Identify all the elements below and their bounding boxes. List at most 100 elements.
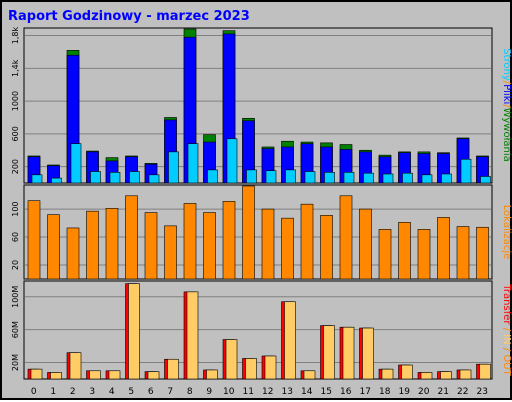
bar-transfer-in xyxy=(440,371,452,380)
bar-lokalizacje xyxy=(203,212,216,280)
x-tick-label: 23 xyxy=(477,387,488,397)
bar-transfer-in xyxy=(30,368,43,380)
bar-strony xyxy=(343,172,355,184)
right-label-part: Strony xyxy=(501,48,512,81)
bar-strony xyxy=(31,174,43,184)
bar-strony xyxy=(363,172,374,184)
bar-strony xyxy=(402,172,413,184)
bar-strony xyxy=(129,171,140,184)
y-tick-label: 100M xyxy=(11,286,20,308)
right-label-part: IN xyxy=(501,334,512,344)
bar-strony xyxy=(480,176,491,184)
bar-strony xyxy=(51,177,62,184)
right-label-top: Strony/Pliki/Wywołania xyxy=(501,48,512,162)
x-tick-label: 5 xyxy=(128,387,134,397)
x-tick-label: 9 xyxy=(206,387,212,397)
y-tick-label: 1000 xyxy=(11,91,20,111)
bar-lokalizacje xyxy=(222,201,236,280)
bar-transfer-in xyxy=(225,339,238,380)
x-tick-label: 16 xyxy=(340,387,352,397)
bar-transfer-in xyxy=(381,368,394,380)
bar-lokalizacje xyxy=(183,203,197,280)
bar-lokalizacje xyxy=(125,195,138,280)
bar-lokalizacje xyxy=(27,200,41,280)
bar-transfer-in xyxy=(479,363,491,380)
x-tick-label: 18 xyxy=(379,387,391,397)
x-tick-label: 13 xyxy=(282,387,293,397)
y-tick-label: 20 xyxy=(11,260,20,270)
bar-lokalizacje xyxy=(359,208,372,280)
bar-lokalizacje xyxy=(261,208,275,280)
right-label-part: / xyxy=(501,345,512,355)
y-tick-label: 60 xyxy=(11,232,20,242)
bar-strony xyxy=(304,171,316,184)
bar-transfer-in xyxy=(303,370,316,380)
bar-lokalizacje xyxy=(476,226,489,280)
x-tick-label: 3 xyxy=(89,387,95,397)
x-tick-label: 22 xyxy=(457,387,468,397)
bar-lokalizacje xyxy=(281,217,294,280)
x-tick-label: 6 xyxy=(148,387,154,397)
y-tick-label: 100 xyxy=(11,201,20,216)
bar-strony xyxy=(90,171,101,184)
panel-1-frame xyxy=(23,184,493,280)
bar-lokalizacje xyxy=(144,212,158,280)
bar-lokalizacje xyxy=(437,217,450,280)
bar-strony xyxy=(246,169,257,184)
bar-transfer-in xyxy=(323,325,335,380)
bar-transfer-in xyxy=(89,370,101,380)
bar-transfer-in xyxy=(128,283,140,380)
bar-transfer-in xyxy=(401,364,413,380)
x-tick-label: 8 xyxy=(187,387,193,397)
bar-transfer-in xyxy=(420,372,433,380)
right-label-part: Pliki xyxy=(501,84,512,104)
bar-lokalizacje xyxy=(47,214,60,280)
bar-transfer-in xyxy=(186,291,199,380)
bar-strony xyxy=(460,158,472,184)
bar-lokalizacje xyxy=(86,210,99,280)
x-tick-label: 0 xyxy=(31,387,37,397)
y-tick-label: 60M xyxy=(11,321,20,338)
x-tick-label: 1 xyxy=(50,387,56,397)
bar-strony xyxy=(421,174,433,184)
right-label-part: OUT xyxy=(501,354,512,376)
right-label-part: / xyxy=(501,81,512,85)
bar-strony xyxy=(109,172,121,184)
bar-lokalizacje xyxy=(378,229,392,280)
bar-transfer-in xyxy=(147,371,160,380)
right-label-part: / xyxy=(501,104,512,108)
bar-transfer-in xyxy=(69,352,82,380)
right-label-part: / xyxy=(501,325,512,335)
bar-lokalizacje xyxy=(320,215,333,280)
bar-lokalizacje xyxy=(339,195,353,280)
bar-transfer-in xyxy=(342,326,355,380)
bar-transfer-in xyxy=(245,358,257,380)
bar-lokalizacje xyxy=(417,229,431,280)
bar-transfer-in xyxy=(108,370,121,380)
bar-strony xyxy=(441,173,452,184)
bar-strony xyxy=(168,151,179,184)
bar-transfer-in xyxy=(264,355,277,380)
bar-strony xyxy=(285,169,296,184)
right-label-middle: Lokalizacje xyxy=(501,205,512,260)
right-label-bottom: Transfer / IN / OUT xyxy=(501,283,512,376)
y-tick-label: 1,4k xyxy=(11,59,20,77)
x-tick-label: 14 xyxy=(301,387,313,397)
right-label-part: Transfer xyxy=(501,283,512,325)
x-tick-label: 4 xyxy=(109,387,115,397)
y-tick-label: 20M xyxy=(11,354,20,371)
bar-lokalizacje xyxy=(66,227,80,280)
panel-0-frame xyxy=(23,27,493,184)
x-tick-label: 2 xyxy=(70,387,76,397)
x-tick-label: 7 xyxy=(167,387,173,397)
y-tick-label: 600 xyxy=(11,126,20,141)
x-tick-label: 15 xyxy=(321,387,332,397)
bar-transfer-in xyxy=(362,327,374,380)
bar-strony xyxy=(70,143,82,184)
bar-strony xyxy=(265,170,277,184)
bar-strony xyxy=(226,138,238,184)
right-label-part: Lokalizacje xyxy=(501,205,512,260)
y-tick-label: 1,8k xyxy=(11,27,20,45)
